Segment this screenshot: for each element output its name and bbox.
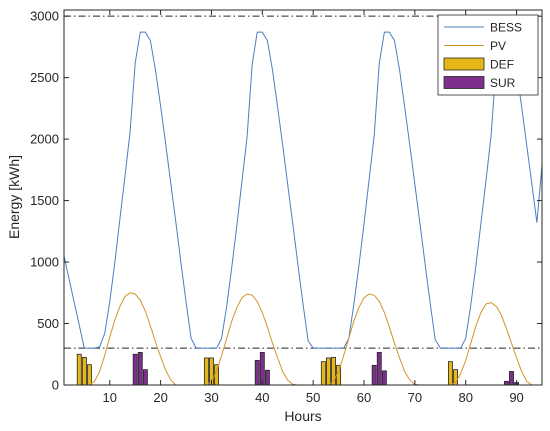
bess-line — [63, 31, 543, 349]
y-tick-label: 0 — [52, 378, 59, 393]
y-tick-label: 1000 — [30, 255, 59, 270]
x-tick-label: 50 — [306, 390, 320, 405]
x-tick-label: 20 — [153, 390, 167, 405]
def-bar — [448, 361, 453, 386]
def-bar — [203, 357, 209, 386]
x-tick-label: 60 — [357, 390, 371, 405]
legend-swatch — [443, 57, 485, 71]
x-tick-label: 40 — [255, 390, 269, 405]
y-tick-label: 1500 — [30, 193, 59, 208]
legend-label: DEF — [490, 58, 514, 72]
sur-bar — [132, 353, 138, 386]
def-bar — [81, 356, 87, 386]
sur-bar — [137, 352, 143, 386]
sur-bar — [264, 369, 270, 386]
x-tick-label: 10 — [103, 390, 117, 405]
x-axis: 10 20 30 40 50 60 70 80 90 — [103, 10, 524, 405]
def-bar — [76, 353, 82, 386]
plot-frame — [63, 9, 543, 386]
sur-bar — [509, 371, 514, 386]
legend: BESS PV DEF SUR — [437, 14, 539, 96]
x-axis-title: Hours — [284, 408, 321, 424]
sur-bar — [503, 380, 509, 386]
y-axis-title: Energy [kWh] — [6, 155, 22, 239]
sur-bar — [254, 360, 260, 386]
sur-bar — [371, 364, 377, 386]
y-tick-label: 500 — [37, 316, 59, 331]
sur-bar — [376, 352, 382, 386]
sur-bar — [142, 369, 148, 386]
legend-swatch — [443, 76, 485, 89]
x-tick-label: 30 — [204, 390, 218, 405]
x-tick-label: 80 — [458, 390, 472, 405]
legend-label: BESS — [490, 21, 522, 35]
y-tick-label: 2500 — [30, 70, 59, 85]
x-tick-label: 70 — [408, 390, 422, 405]
x-tick-label: 90 — [509, 390, 523, 405]
def-bar — [320, 361, 326, 386]
def-bar — [86, 364, 92, 386]
sur-bar — [381, 370, 387, 386]
y-tick-label: 3000 — [30, 9, 59, 24]
y-tick-label: 2000 — [30, 132, 59, 147]
def-bar — [325, 357, 331, 386]
legend-label: SUR — [490, 76, 516, 90]
legend-label: PV — [490, 39, 506, 53]
y-axis: 0 500 1000 1500 2000 2500 3000 — [30, 9, 542, 393]
